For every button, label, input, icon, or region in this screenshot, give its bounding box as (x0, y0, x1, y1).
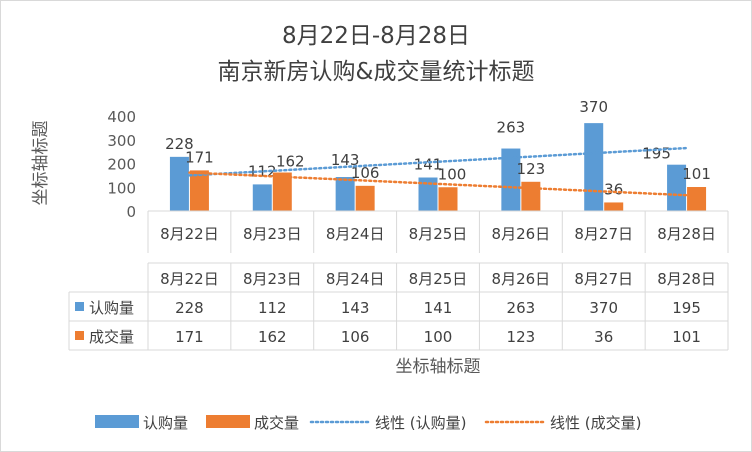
table-cell: 171 (175, 328, 204, 346)
x-tick-label: 8月28日 (657, 225, 716, 243)
chart-title-line1: 8月22日-8月28日 (282, 23, 470, 49)
bar-data-label: 162 (276, 153, 305, 171)
x-tick-label: 8月25日 (409, 225, 468, 243)
bar-data-label: 263 (497, 119, 526, 137)
table-cell: 143 (341, 299, 370, 317)
x-axis-title: 坐标轴标题 (396, 357, 481, 377)
table-legend-key (75, 331, 84, 340)
trendline-transaction (188, 171, 688, 197)
table-cell: 101 (672, 328, 701, 346)
y-tick-label: 200 (107, 156, 136, 174)
chart-title-line2: 南京新房认购&成交量统计标题 (218, 59, 535, 85)
bar-subscription (169, 156, 189, 211)
table-cell: 195 (672, 299, 701, 317)
bar-transaction (272, 172, 292, 211)
bar-transaction (355, 185, 375, 211)
y-tick-label: 400 (107, 108, 136, 126)
table-cell: 228 (175, 299, 204, 317)
table-legend-key (75, 302, 84, 311)
table-cell: 106 (341, 328, 370, 346)
table-cell: 123 (507, 328, 536, 346)
bar-transaction (521, 181, 541, 211)
legend-swatch (206, 415, 250, 428)
bar-data-label: 141 (414, 156, 443, 174)
x-tick-label: 8月22日 (160, 225, 219, 243)
table-header-cell: 8月27日 (574, 270, 633, 288)
bar-transaction (604, 202, 624, 211)
y-tick-label: 0 (126, 203, 136, 221)
bar-subscription (335, 177, 355, 211)
legend-label: 线性 (成交量) (550, 414, 641, 432)
table-header-cell: 8月22日 (160, 270, 219, 288)
bar-data-label: 100 (438, 165, 467, 183)
bar-transaction (687, 187, 707, 211)
table-header-cell: 8月28日 (657, 270, 716, 288)
table-row-header: 认购量 (89, 299, 134, 317)
bar-data-label: 106 (351, 164, 380, 182)
table-cell: 36 (594, 328, 613, 346)
table-cell: 263 (507, 299, 536, 317)
table-cell: 112 (258, 299, 287, 317)
bar-data-label: 123 (517, 160, 546, 178)
bar-data-label: 370 (579, 98, 608, 116)
legend: 认购量 成交量 线性 (认购量) 线性 (成交量) (95, 414, 641, 432)
bar-subscription (501, 148, 521, 211)
table-header-cell: 8月24日 (326, 270, 385, 288)
x-tick-label: 8月27日 (574, 225, 633, 243)
plot-area: 0100200300400228112143141263370195171162… (107, 98, 729, 253)
bar-subscription (584, 123, 604, 211)
bar-data-label: 143 (331, 151, 360, 169)
bar-data-label: 228 (165, 135, 194, 153)
y-tick-label: 300 (107, 132, 136, 150)
bar-data-label: 36 (604, 180, 623, 198)
table-cell: 141 (424, 299, 453, 317)
bar-subscription (418, 177, 438, 211)
legend-swatch (95, 415, 139, 428)
bar-transaction (438, 187, 458, 211)
table-cell: 370 (589, 299, 618, 317)
table-header-cell: 8月26日 (492, 270, 551, 288)
legend-label: 线性 (认购量) (375, 414, 466, 432)
bar-subscription (252, 184, 272, 211)
bar-data-label: 101 (682, 165, 711, 183)
trendline-subscription (188, 146, 688, 177)
y-axis-title: 坐标轴标题 (31, 121, 51, 206)
bar-transaction (189, 170, 209, 211)
x-tick-label: 8月24日 (326, 225, 385, 243)
x-tick-label: 8月26日 (492, 225, 551, 243)
table-cell: 162 (258, 328, 287, 346)
y-tick-label: 100 (107, 179, 136, 197)
legend-label: 成交量 (254, 414, 299, 432)
table-header-cell: 8月23日 (243, 270, 302, 288)
bar-subscription (667, 164, 687, 211)
bar-data-label: 195 (642, 145, 671, 163)
legend-label: 认购量 (143, 414, 188, 432)
table-header-cell: 8月25日 (409, 270, 468, 288)
x-tick-label: 8月23日 (243, 225, 302, 243)
table-row-header: 成交量 (89, 328, 134, 346)
bar-data-label: 171 (185, 148, 214, 166)
table-cell: 100 (424, 328, 453, 346)
